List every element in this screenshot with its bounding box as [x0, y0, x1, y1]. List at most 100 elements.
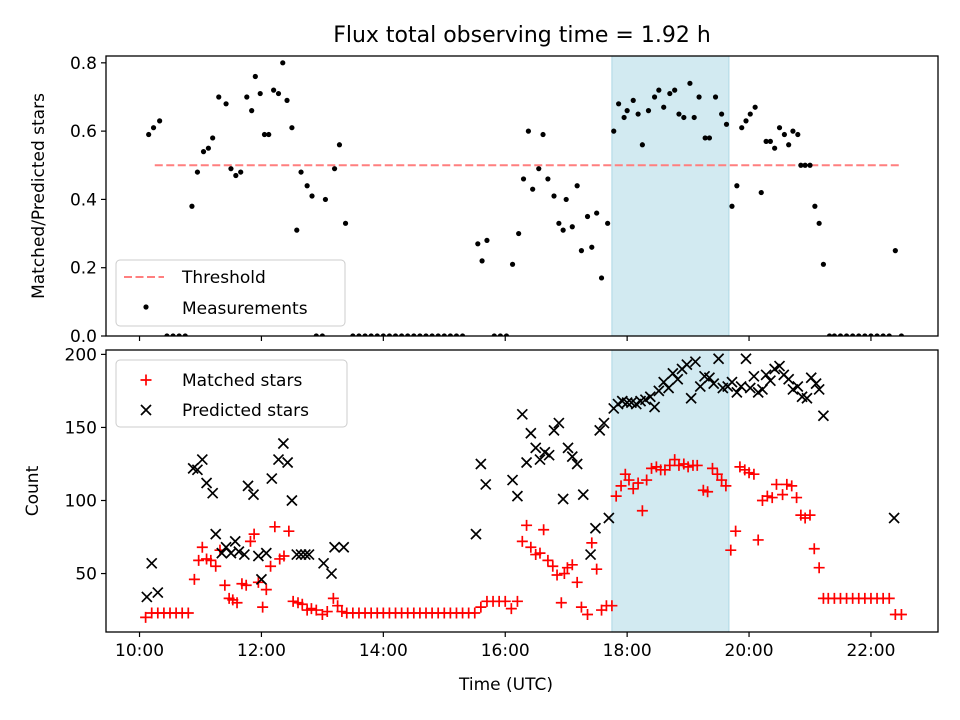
matched-star-point: [791, 492, 803, 504]
predicted-star-point: [516, 408, 528, 420]
matched-star-point: [196, 541, 208, 553]
measurement-point: [661, 104, 667, 110]
measurement-point: [540, 131, 546, 138]
measurement-point: [205, 145, 211, 151]
measurement-point: [280, 60, 286, 66]
measurement-point: [820, 261, 827, 267]
measurement-point: [233, 172, 239, 179]
measurement-point: [252, 73, 258, 80]
measurement-point: [672, 87, 678, 93]
measurement-point: [706, 135, 713, 141]
x-tick-label: 20:00: [725, 641, 774, 661]
predicted-star-point: [272, 453, 285, 466]
measurement-point: [616, 101, 622, 107]
y-tick-label: 50: [75, 565, 97, 585]
measurement-point: [772, 145, 778, 151]
matched-star-point: [475, 601, 487, 613]
matched-star-point: [691, 459, 703, 471]
matched-star-point: [606, 600, 618, 612]
measurement-point: [802, 162, 808, 168]
measurement-point: [228, 166, 234, 172]
measurement-point: [244, 94, 250, 100]
measurement-point: [807, 162, 813, 168]
measurement-point: [691, 114, 697, 121]
measurement-point: [309, 193, 315, 199]
matched-star-point: [682, 461, 694, 473]
predicted-star-point: [291, 548, 303, 561]
predicted-star-point: [247, 489, 260, 501]
measurement-point: [200, 149, 207, 155]
measurement-point: [525, 128, 532, 134]
predicted-star-point: [653, 385, 665, 397]
legend-measurements-label: Measurements: [182, 299, 308, 319]
matched-star-point: [766, 492, 778, 504]
predicted-star-point: [216, 547, 228, 559]
predicted-star-point: [644, 391, 656, 403]
measurement-point: [605, 220, 611, 226]
predicted-star-point: [295, 548, 307, 561]
matched-star-point: [615, 480, 627, 492]
predicted-star-point: [589, 522, 602, 534]
y-tick-label: 0.4: [70, 190, 97, 210]
matched-star-point: [586, 537, 598, 549]
legend-box: [115, 259, 346, 327]
predicted-star-point: [648, 401, 661, 413]
matched-star-point: [730, 525, 742, 537]
measurement-point: [712, 94, 719, 100]
predicted-star-point: [233, 546, 245, 558]
predicted-star-point: [764, 375, 776, 387]
chart-title: Flux total observing time = 1.92 h: [333, 23, 711, 48]
measurement-point: [696, 94, 702, 100]
matched-star-point: [575, 601, 587, 613]
matched-star-point: [260, 584, 272, 596]
measurement-point: [275, 90, 282, 97]
y-tick-label: 100: [65, 491, 97, 511]
predicted-star-point: [783, 373, 795, 385]
legend-box: [115, 359, 348, 428]
predicted-star-point: [681, 359, 693, 371]
predicted-star-point: [191, 464, 204, 476]
measurement-point: [621, 114, 627, 121]
matched-star-point: [336, 606, 348, 618]
matched-star-point: [720, 480, 732, 492]
predicted-star-point: [325, 567, 338, 580]
measurement-point: [589, 244, 595, 250]
matched-star-point: [711, 468, 723, 480]
measurement-point: [509, 261, 516, 267]
matched-star-point: [627, 483, 639, 495]
measurement-point: [336, 142, 343, 148]
bottom-panel-counts: 50 100 150 200 10:00 12:00 14:00 16:00 18:00 20:0…: [23, 345, 939, 695]
matched-star-point: [623, 474, 635, 486]
y-tick-label: 0.0: [70, 327, 97, 347]
measurement-point: [479, 258, 485, 264]
x-tick-label: 10:00: [115, 641, 164, 661]
predicted-star-point: [813, 383, 825, 396]
measurement-point: [475, 241, 481, 247]
predicted-star-point: [511, 490, 524, 502]
predicted-star-point: [317, 557, 330, 569]
matched-star-point: [551, 569, 563, 581]
predicted-star-point: [708, 378, 720, 390]
predicted-star-point: [571, 458, 583, 470]
series-predicted-stars: [141, 353, 900, 603]
predicted-star-point: [475, 458, 487, 470]
measurement-point: [261, 131, 268, 138]
predicted-star-point: [152, 586, 164, 599]
measurement-point: [560, 227, 566, 233]
predicted-star-point: [282, 456, 294, 469]
matched-star-point: [240, 579, 252, 591]
measurement-point: [322, 196, 329, 203]
predicted-star-point: [229, 535, 241, 548]
x-tick-label: 14:00: [359, 641, 408, 661]
series-measurements: [146, 60, 905, 336]
matched-star-point: [725, 544, 737, 556]
observing-window-shade: [611, 55, 730, 337]
predicted-star-point: [672, 373, 684, 385]
measurement-point: [790, 128, 796, 134]
y-axis-label: Count: [23, 465, 43, 516]
x-tick-label: 16:00: [481, 641, 530, 661]
matched-star-point: [582, 608, 594, 620]
predicted-star-point: [553, 417, 565, 429]
measurement-point: [298, 169, 304, 175]
